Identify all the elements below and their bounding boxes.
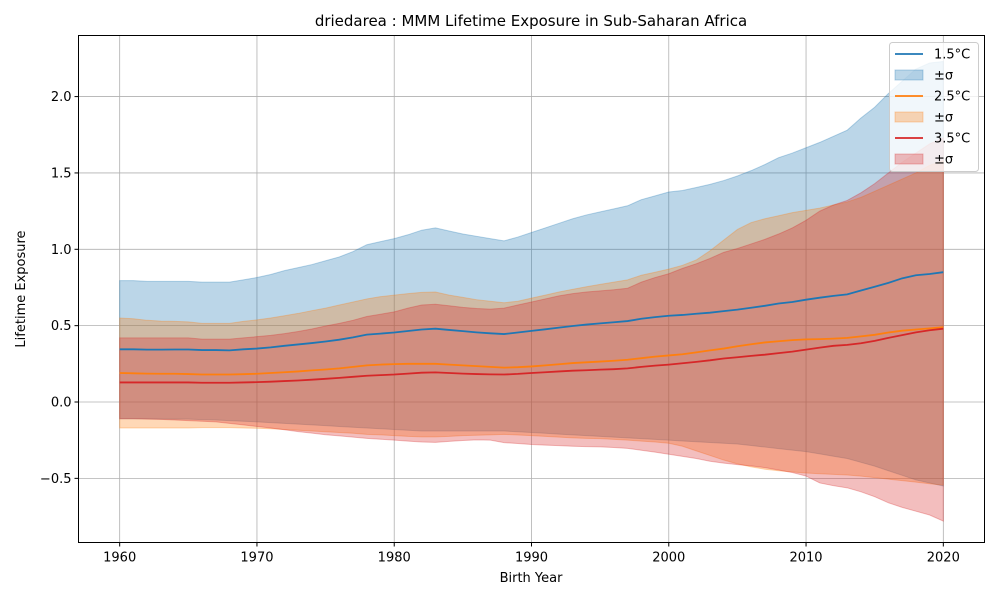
y-tick-label: 0.0 xyxy=(51,396,72,411)
y-tick-label: 1.5 xyxy=(51,166,72,181)
x-tick-label: 1970 xyxy=(240,551,273,566)
x-axis-ticks: 1960 1970 1980 1990 2000 2010 2020 xyxy=(103,542,960,566)
legend-entry-label: 2.5°C xyxy=(934,90,970,105)
y-tick-label: 2.0 xyxy=(51,90,72,105)
legend-entry-label: ±σ xyxy=(934,111,953,126)
legend-entry-label: 3.5°C xyxy=(934,132,970,147)
x-tick-label: 2000 xyxy=(652,551,685,566)
y-axis-label: Lifetime Exposure xyxy=(14,230,29,347)
std-band-series-3 xyxy=(119,137,944,522)
legend: 1.5°C ±σ 2.5°C ±σ 3.5°C ±σ xyxy=(889,42,979,172)
legend-band-swatch xyxy=(894,69,924,81)
legend-entry-label: ±σ xyxy=(934,153,953,168)
mean-line-series-2 xyxy=(119,326,944,376)
y-tick-label: −0.5 xyxy=(40,472,72,487)
std-bands xyxy=(119,60,944,522)
y-axis-ticks: −0.5 0.0 0.5 1.0 1.5 2.0 xyxy=(40,90,79,487)
x-axis-label: Birth Year xyxy=(500,571,564,586)
std-band-series-1 xyxy=(119,60,944,487)
x-tick-label: 1960 xyxy=(103,551,136,566)
y-tick-label: 0.5 xyxy=(51,319,72,334)
legend-entry-label: ±σ xyxy=(934,69,953,84)
x-tick-label: 1990 xyxy=(515,551,548,566)
grid xyxy=(78,35,985,543)
legend-band-swatch xyxy=(894,153,924,165)
x-tick-label: 2020 xyxy=(927,551,960,566)
legend-band-swatch xyxy=(894,111,924,123)
legend-box xyxy=(889,42,979,172)
x-tick-label: 1980 xyxy=(378,551,411,566)
x-tick-label: 2010 xyxy=(789,551,822,566)
mean-line-series-3 xyxy=(119,327,944,384)
std-band-series-2 xyxy=(119,160,944,486)
legend-entry-label: 1.5°C xyxy=(934,48,970,63)
y-tick-label: 1.0 xyxy=(51,243,72,258)
mean-line-series-1 xyxy=(119,271,944,352)
chart-title: driedarea : MMM Lifetime Exposure in Sub… xyxy=(315,12,747,30)
mean-lines xyxy=(119,271,944,384)
